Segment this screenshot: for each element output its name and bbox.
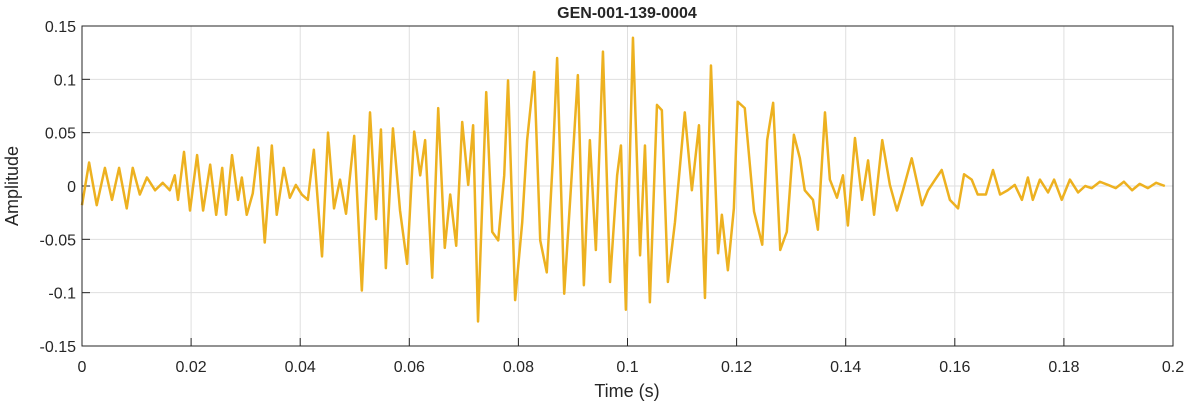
x-tick-label: 0.16 bbox=[939, 359, 970, 376]
x-tick-label: 0.06 bbox=[394, 359, 425, 376]
y-tick-label: -0.15 bbox=[40, 339, 77, 356]
x-tick-label: 0.02 bbox=[176, 359, 207, 376]
x-tick-label: 0 bbox=[78, 359, 87, 376]
x-tick-label: 0.12 bbox=[721, 359, 752, 376]
x-tick-label: 0.08 bbox=[503, 359, 534, 376]
x-tick-label: 0.18 bbox=[1048, 359, 1079, 376]
y-tick-label: 0 bbox=[67, 179, 76, 196]
x-tick-label: 0.14 bbox=[830, 359, 861, 376]
y-tick-label: -0.1 bbox=[48, 286, 76, 303]
x-tick-label: 0.04 bbox=[285, 359, 316, 376]
y-tick-label: 0.05 bbox=[45, 126, 76, 143]
x-tick-label: 0.2 bbox=[1162, 359, 1184, 376]
y-tick-label: -0.05 bbox=[40, 232, 77, 249]
y-tick-label: 0.15 bbox=[45, 19, 76, 36]
y-tick-label: 0.1 bbox=[54, 72, 76, 89]
axes-box bbox=[81, 25, 1174, 347]
data-line bbox=[80, 36, 1166, 323]
y-axis-label: Amplitude bbox=[2, 146, 22, 226]
chart-title: GEN-001-139-0004 bbox=[557, 5, 697, 22]
x-axis-label: Time (s) bbox=[594, 381, 659, 401]
x-tick-label: 0.1 bbox=[616, 359, 638, 376]
